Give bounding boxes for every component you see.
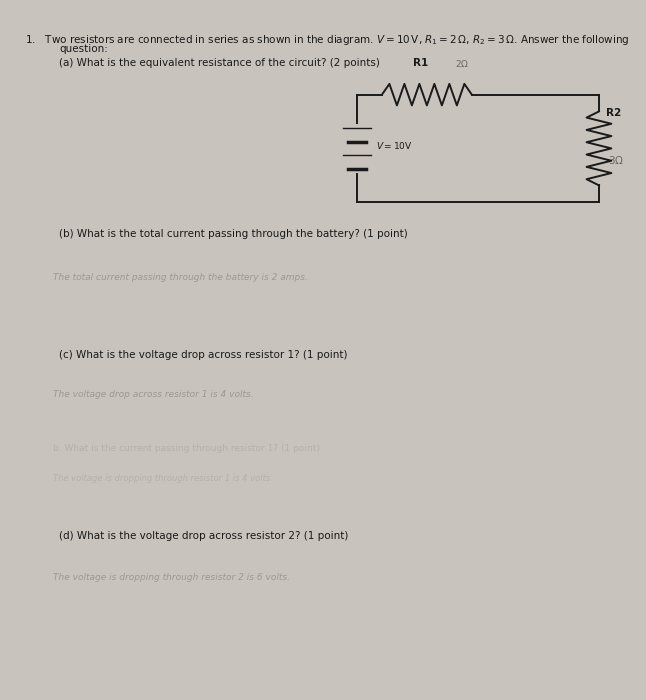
Text: $3\Omega$: $3\Omega$ xyxy=(609,155,624,167)
Text: question:: question: xyxy=(59,44,109,54)
Text: R1: R1 xyxy=(413,58,428,68)
Text: (a) What is the equivalent resistance of the circuit? (2 points): (a) What is the equivalent resistance of… xyxy=(59,57,380,68)
Text: The voltage is dropping through resistor 2 is 6 volts.: The voltage is dropping through resistor… xyxy=(53,573,290,582)
Text: (c) What is the voltage drop across resistor 1? (1 point): (c) What is the voltage drop across resi… xyxy=(59,350,348,360)
Text: b. What is the current passing through resistor 1? (1 point): b. What is the current passing through r… xyxy=(53,444,320,453)
Text: $2\Omega$: $2\Omega$ xyxy=(455,58,469,69)
Text: 1.   Two resistors are connected in series as shown in the diagram. $V = 10\,\ma: 1. Two resistors are connected in series… xyxy=(25,33,630,47)
Text: (d) What is the voltage drop across resistor 2? (1 point): (d) What is the voltage drop across resi… xyxy=(59,531,349,541)
Text: (b) What is the total current passing through the battery? (1 point): (b) What is the total current passing th… xyxy=(59,229,408,239)
Text: The total current passing through the battery is 2 amps.: The total current passing through the ba… xyxy=(53,273,308,281)
Text: $V = 10\mathrm{V}$: $V = 10\mathrm{V}$ xyxy=(376,139,412,150)
Text: The voltage drop across resistor 1 is 4 volts.: The voltage drop across resistor 1 is 4 … xyxy=(53,391,254,399)
Text: R2: R2 xyxy=(607,108,621,118)
Text: The voltage is dropping through resistor 1 is 4 volts.: The voltage is dropping through resistor… xyxy=(53,475,273,483)
